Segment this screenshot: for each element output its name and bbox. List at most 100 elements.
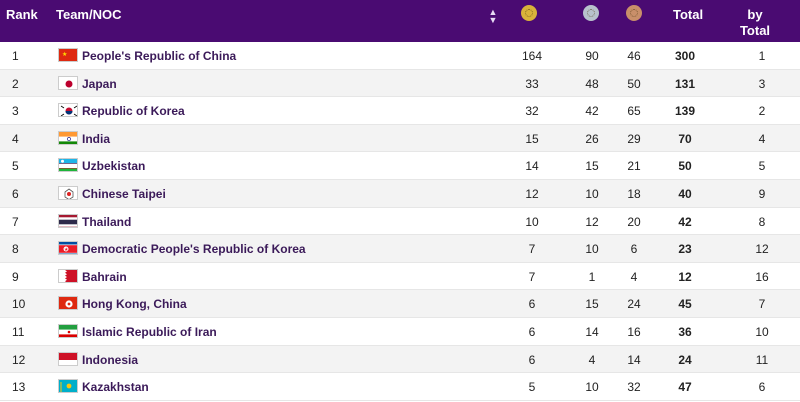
table-row[interactable]: 7 Thailand 10 12 20 42 8 — [0, 208, 800, 236]
gold-count-cell: 33 — [525, 76, 539, 91]
rank-by-total-cell: 7 — [758, 297, 766, 312]
svg-text:★: ★ — [64, 247, 69, 253]
team-name-link[interactable]: Japan — [82, 76, 117, 91]
team-name-link[interactable]: Uzbekistan — [82, 159, 146, 174]
total-count-cell: 300 — [674, 49, 696, 63]
total-count-cell: 50 — [678, 159, 692, 174]
silver-count-cell: 10 — [585, 380, 599, 395]
table-row[interactable]: 5 Uzbekistan 14 15 21 50 5 — [0, 152, 800, 180]
team-name-link[interactable]: Islamic Republic of Iran — [82, 324, 217, 339]
bronze-count-cell: 24 — [627, 297, 641, 312]
bronze-count-cell: 20 — [627, 214, 641, 229]
bronze-count-cell: 32 — [627, 380, 641, 395]
rank-cell: 13 — [12, 380, 26, 395]
rank-by-total-cell: 6 — [758, 380, 766, 395]
silver-count-cell: 4 — [588, 352, 596, 367]
gold-count-cell: 164 — [521, 49, 543, 63]
rank-by-total-cell: 4 — [758, 131, 766, 146]
table-row[interactable]: 2 Japan 33 48 50 131 3 — [0, 69, 800, 98]
bronze-medal-icon[interactable] — [626, 5, 642, 21]
team-column-header[interactable]: Team/NOC — [56, 7, 122, 22]
rank-cell: 11 — [12, 324, 25, 339]
table-row[interactable]: 13 Kazakhstan 5 10 32 47 6 — [0, 373, 800, 401]
total-count-cell: 131 — [674, 76, 696, 91]
bronze-count-cell: 4 — [630, 269, 638, 284]
gold-count-cell: 7 — [528, 242, 536, 257]
korea-flag-icon — [58, 103, 78, 118]
team-name-link[interactable]: Bahrain — [82, 269, 127, 284]
silver-medal-icon[interactable] — [583, 5, 599, 21]
total-count-cell: 70 — [678, 131, 692, 146]
bronze-count-cell: 21 — [627, 159, 641, 174]
rank-by-total-cell: 2 — [758, 104, 766, 119]
team-name-link[interactable]: Republic of Korea — [82, 104, 185, 119]
china-flag-icon: ★ — [58, 48, 78, 62]
table-row[interactable]: 12 Indonesia 6 4 14 24 11 — [0, 345, 800, 374]
table-row[interactable]: 11 Islamic Republic of Iran 6 14 16 36 10 — [0, 318, 800, 346]
japan-flag-icon — [58, 75, 78, 90]
gold-count-cell: 7 — [528, 269, 536, 284]
total-count-cell: 40 — [678, 186, 692, 201]
silver-count-cell: 48 — [585, 76, 599, 91]
table-row[interactable]: 4 India 15 26 29 70 4 — [0, 124, 800, 153]
rank-by-total-cell: 11 — [755, 352, 769, 367]
gold-count-cell: 6 — [528, 352, 536, 367]
silver-count-cell: 1 — [588, 269, 596, 284]
rank-by-total-cell: 9 — [758, 186, 766, 201]
gold-medal-icon[interactable] — [521, 5, 537, 21]
rank-by-total-cell: 1 — [758, 49, 766, 63]
bronze-count-cell: 16 — [627, 324, 641, 339]
rank-by-total-cell: 12 — [755, 242, 769, 257]
gold-count-cell: 14 — [525, 159, 539, 174]
gold-count-cell: 12 — [525, 186, 539, 201]
team-name-link[interactable]: Democratic People's Republic of Korea — [82, 242, 306, 257]
by-total-column-header[interactable]: by Total — [730, 7, 780, 39]
dprk-flag-icon: ★ — [58, 241, 78, 256]
svg-text:★: ★ — [62, 51, 67, 58]
rank-by-total-cell: 5 — [758, 159, 766, 174]
gold-count-cell: 32 — [525, 104, 539, 119]
bronze-count-cell: 50 — [627, 76, 641, 91]
team-name-link[interactable]: Kazakhstan — [82, 380, 149, 395]
team-name-link[interactable]: People's Republic of China — [82, 49, 237, 63]
silver-count-cell: 15 — [585, 159, 599, 174]
bronze-count-cell: 14 — [627, 352, 641, 367]
team-name-link[interactable]: India — [82, 131, 111, 146]
rank-cell: 3 — [12, 104, 19, 119]
gold-count-cell: 10 — [525, 214, 539, 229]
taipei-flag-icon — [58, 185, 78, 200]
rank-column-header[interactable]: Rank — [6, 7, 38, 22]
table-row[interactable]: 8 ★ Democratic People's Republic of Korea 7… — [0, 235, 800, 263]
silver-count-cell: 15 — [585, 297, 599, 312]
rank-cell: 10 — [12, 297, 26, 312]
total-count-cell: 139 — [674, 104, 696, 119]
by-total-line1: by — [747, 7, 763, 22]
table-row[interactable]: 6 Chinese Taipei 12 10 18 40 9 — [0, 179, 800, 208]
bronze-count-cell: 6 — [630, 242, 638, 257]
bronze-count-cell: 46 — [627, 49, 641, 63]
bronze-count-cell: 18 — [627, 186, 641, 201]
table-row[interactable]: 3 Republic of Korea 32 42 65 139 2 — [0, 97, 800, 125]
bahrain-flag-icon — [58, 268, 78, 283]
team-name-link[interactable]: Hong Kong, China — [82, 297, 187, 312]
india-flag-icon — [58, 130, 78, 145]
team-name-link[interactable]: Indonesia — [82, 352, 139, 367]
total-count-cell: 42 — [678, 214, 692, 229]
table-row[interactable]: 9 Bahrain 7 1 4 12 16 — [0, 263, 800, 291]
rank-cell: 9 — [12, 269, 19, 284]
gold-count-cell: 5 — [528, 380, 536, 395]
iran-flag-icon — [58, 323, 78, 338]
table-row[interactable]: 1 ★ People's Republic of China 164 90 46 300 1 — [0, 42, 800, 70]
total-column-header[interactable]: Total — [673, 7, 704, 22]
total-count-cell: 47 — [678, 380, 692, 395]
team-name-link[interactable]: Thailand — [82, 214, 132, 229]
table-row[interactable]: 10 Hong Kong, China 6 15 24 45 7 — [0, 290, 800, 318]
team-name-link[interactable]: Chinese Taipei — [82, 186, 166, 201]
gold-count-cell: 6 — [528, 324, 536, 339]
team-sort-icon[interactable]: ▲ ▼ — [488, 7, 498, 25]
silver-count-cell: 10 — [585, 242, 599, 257]
total-count-cell: 45 — [678, 297, 692, 312]
rank-cell: 2 — [12, 76, 19, 91]
rank-cell: 1 — [12, 49, 19, 63]
